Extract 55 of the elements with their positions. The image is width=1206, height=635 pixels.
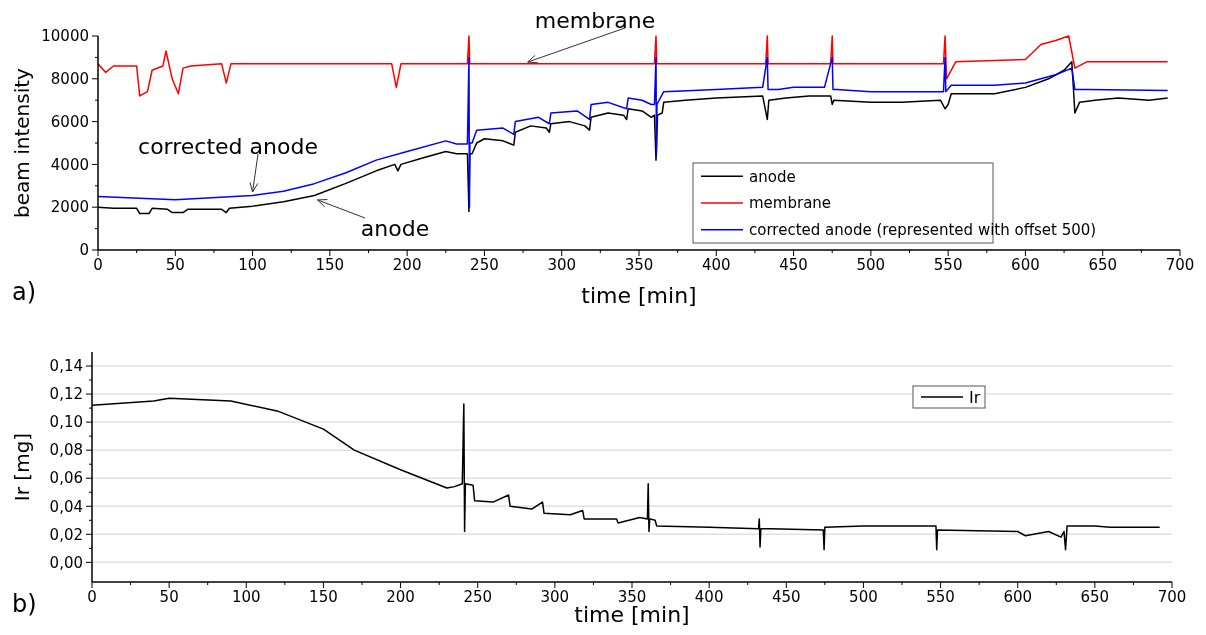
x-tick-label: 50 [165,256,185,274]
x-tick-label: 550 [926,588,955,606]
annotation: membrane [534,7,656,33]
x-tick-label: 650 [1080,588,1110,606]
y-tick-label: 0,00 [49,553,83,572]
x-tick-label: 250 [470,256,499,274]
x-tick-label: 600 [1011,256,1040,274]
x-tick-label: 150 [315,256,345,274]
y-tick-label: 0 [79,241,89,260]
x-tick-label: 450 [771,588,801,606]
y-axis-title: beam intensity [10,67,34,218]
annotation: corrected anode [138,133,318,159]
x-tick-label: 200 [386,588,415,606]
x-tick-label: 0 [93,256,103,274]
x-tick-label: 350 [624,256,654,274]
annotation: anode [360,215,430,241]
text: b) [12,590,37,618]
x-tick-label: 300 [547,256,577,274]
x-tick-label: 400 [701,256,731,274]
y-axis-title: Ir [mg] [10,432,34,502]
x-tick-label: 700 [1157,588,1187,606]
legend-label: membrane [749,194,832,213]
y-tick-label: 0,02 [49,525,83,544]
x-tick-label: 300 [540,588,570,606]
y-tick-label: 0,12 [49,385,83,404]
x-tick-label: 500 [849,588,878,606]
y-tick-label: 0,08 [49,441,83,460]
y-tick-label: 0,14 [49,357,83,376]
y-tick-label: 0,06 [49,469,83,488]
x-tick-label: 550 [933,256,963,274]
x-tick-label: 150 [309,588,338,606]
y-tick-label: 6000 [50,112,89,131]
y-tick-label: 8000 [50,70,89,89]
x-tick-label: 200 [392,256,422,274]
y-tick-label: 10000 [41,27,89,46]
x-tick-label: 700 [1165,256,1195,274]
x-tick-label: 100 [231,588,261,606]
legend-label: anode [749,167,796,186]
y-tick-label: 4000 [50,155,89,174]
x-tick-label: 450 [779,256,808,274]
legend-label: Ir [969,387,981,407]
x-tick-label: 500 [856,256,886,274]
x-tick-label: 250 [463,588,493,606]
text: a) [12,278,37,306]
y-tick-label: 0,10 [49,413,83,432]
x-tick-label: 50 [159,588,179,606]
y-tick-label: 2000 [50,198,89,217]
x-tick-label: 400 [694,588,724,606]
x-tick-label: 100 [238,256,267,274]
x-tick-label: 600 [1003,588,1033,606]
x-tick-label: 650 [1088,256,1118,274]
line-series [98,35,1169,97]
x-axis-title: time [min] [581,283,697,308]
y-tick-label: 0,04 [49,497,83,516]
legend-label: corrected anode (represented with offset 500) [749,220,1097,239]
